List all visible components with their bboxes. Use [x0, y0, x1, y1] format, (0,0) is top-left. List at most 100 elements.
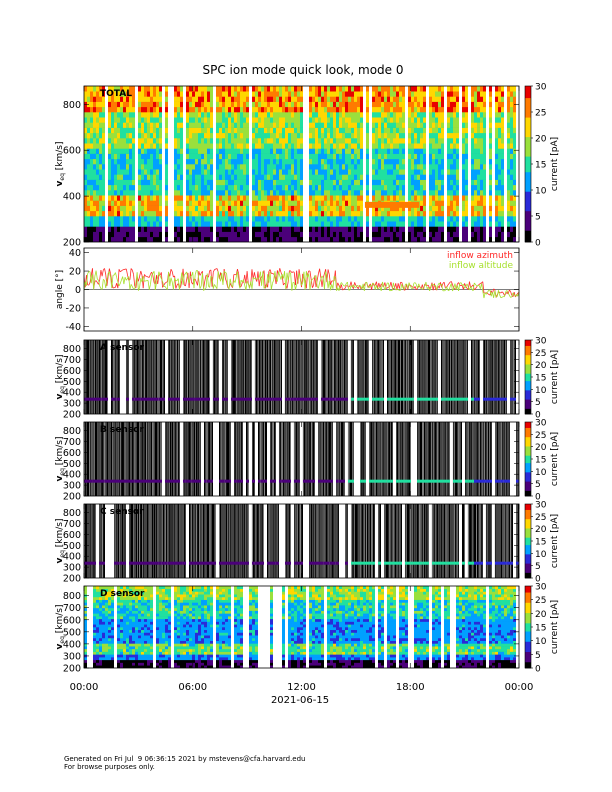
heatmap-cell — [450, 190, 454, 196]
heatmap-cell — [264, 106, 268, 113]
heatmap-cell — [324, 210, 328, 217]
heatmap-cell — [114, 158, 118, 165]
heatmap-cell — [141, 174, 145, 180]
heatmap-cell — [378, 231, 382, 238]
heatmap-cell — [261, 127, 265, 134]
heatmap-cell — [201, 96, 205, 102]
series-segment — [174, 278, 177, 281]
heatmap-cell — [300, 138, 304, 144]
heatmap-cell — [510, 210, 514, 217]
heatmap-cell — [366, 101, 370, 108]
heatmap-cell — [102, 221, 106, 227]
heatmap-cell — [144, 169, 148, 175]
heatmap-cell — [495, 101, 499, 108]
heatmap-cell — [297, 226, 301, 232]
heatmap-cell — [438, 153, 442, 160]
core-band — [255, 397, 258, 401]
heatmap-cell — [393, 221, 397, 227]
heatmap-cell — [312, 221, 316, 227]
heatmap-cell — [174, 106, 178, 113]
heatmap-cell — [99, 148, 103, 154]
heatmap-cell — [180, 195, 184, 201]
heatmap-cell — [279, 117, 283, 123]
heatmap-cell — [276, 236, 280, 242]
heatmap-cell — [450, 184, 454, 191]
heatmap-cell — [282, 179, 286, 186]
heatmap-cell — [330, 148, 334, 154]
heatmap-cell — [408, 106, 412, 113]
heatmap-cell — [474, 143, 478, 149]
heatmap-cell — [99, 210, 103, 217]
series-segment — [222, 271, 225, 285]
heatmap-cell — [354, 138, 358, 144]
heatmap-cell — [429, 122, 433, 128]
heatmap-cell — [348, 205, 352, 212]
heatmap-cell — [429, 106, 433, 113]
series-segment — [229, 283, 232, 287]
heatmap-cell — [216, 132, 220, 139]
heatmap-cell — [408, 210, 412, 217]
heatmap-cell — [285, 190, 289, 196]
heatmap-cell — [129, 205, 133, 212]
heatmap-cell — [510, 190, 514, 196]
heatmap-cell — [330, 86, 334, 92]
heatmap-cell — [342, 96, 346, 102]
heatmap-cell — [432, 127, 436, 134]
heatmap-cell — [156, 143, 160, 149]
heatmap-cell — [501, 143, 505, 149]
heatmap-cell — [225, 179, 229, 186]
heatmap-cell — [198, 101, 202, 108]
heatmap-cell — [243, 190, 247, 196]
heatmap-cell — [480, 117, 484, 123]
heatmap-cell — [381, 174, 385, 180]
heatmap-cell — [438, 190, 442, 196]
heatmap-cell — [246, 179, 250, 186]
heatmap-cell — [402, 174, 406, 180]
heatmap-cell — [150, 210, 154, 217]
heatmap-cell — [396, 117, 400, 123]
heatmap-cell — [465, 153, 469, 160]
heatmap-cell — [309, 195, 313, 201]
heatmap-cell — [108, 205, 112, 212]
heatmap-cell — [141, 127, 145, 134]
heatmap-cell — [300, 148, 304, 154]
heatmap-cell — [270, 231, 274, 238]
heatmap-cell — [222, 117, 226, 123]
heatmap-cell — [132, 205, 136, 212]
heatmap-cell — [87, 184, 91, 191]
heatmap-cell — [288, 200, 292, 206]
heatmap-cell — [417, 132, 421, 139]
heatmap-cell — [192, 132, 196, 139]
core-band — [162, 397, 165, 401]
heatmap-cell — [240, 190, 244, 196]
heatmap-cell — [261, 216, 265, 222]
heatmap-cell — [195, 153, 199, 160]
heatmap-cell — [285, 226, 289, 232]
heatmap-cell — [240, 153, 244, 160]
heatmap-cell — [150, 101, 154, 108]
heatmap-cell — [435, 122, 439, 128]
heatmap-cell — [210, 216, 214, 222]
heatmap-cell — [180, 164, 184, 170]
heatmap-cell — [339, 216, 343, 222]
heatmap-cell — [270, 112, 274, 118]
heatmap-cell — [126, 117, 130, 123]
heatmap-cell — [351, 101, 355, 108]
core-band — [267, 397, 270, 401]
heatmap-cell — [297, 127, 301, 134]
series-segment — [198, 271, 201, 276]
heatmap-cell — [477, 226, 481, 232]
heatmap-cell — [258, 138, 262, 144]
heatmap-cell — [348, 96, 352, 102]
heatmap-cell — [336, 143, 340, 149]
heatmap-cell — [90, 122, 94, 128]
heatmap-cell — [483, 236, 487, 242]
heatmap-cell — [345, 210, 349, 217]
heatmap-cell — [381, 164, 385, 170]
heatmap-cell — [396, 216, 400, 222]
heatmap-cell — [321, 210, 325, 217]
heatmap-cell — [93, 221, 97, 227]
heatmap-cell — [420, 101, 424, 108]
heatmap-cell — [243, 91, 247, 97]
heatmap-cell — [297, 200, 301, 206]
